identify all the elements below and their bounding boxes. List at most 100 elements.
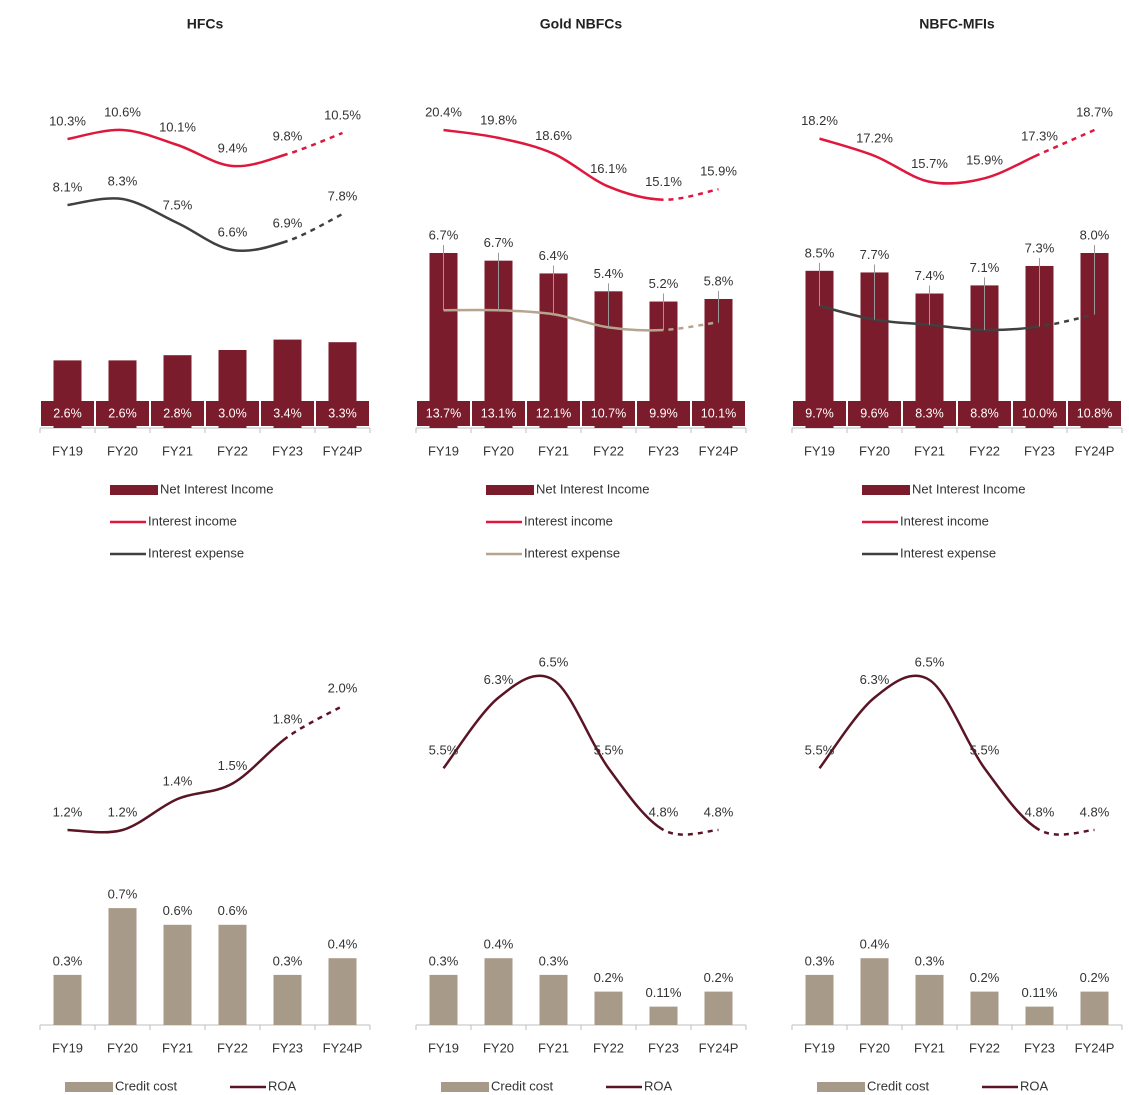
- bar: [1080, 991, 1109, 1025]
- x-tick-label: FY22: [593, 443, 624, 458]
- x-tick-label: FY24P: [323, 1040, 363, 1055]
- line-value-label: 9.8%: [273, 128, 303, 143]
- line: [819, 128, 1096, 185]
- bar: [704, 991, 733, 1025]
- bar: [484, 958, 513, 1025]
- bar-value-label: 9.6%: [860, 406, 889, 420]
- legend-swatch: [486, 485, 534, 495]
- bar-value-label: 0.3%: [53, 953, 83, 968]
- legend-label: ROA: [644, 1078, 673, 1093]
- legend-label: Credit cost: [491, 1078, 554, 1093]
- bar-value-label: 0.2%: [1080, 970, 1110, 985]
- legend-label: Interest expense: [900, 545, 996, 560]
- line-value-label: 1.2%: [53, 804, 83, 819]
- line-value-label: 18.7%: [1076, 104, 1113, 119]
- bar-value-label: 13.1%: [481, 406, 516, 420]
- line-value-label: 7.8%: [328, 188, 358, 203]
- legend-label: Credit cost: [867, 1078, 930, 1093]
- line-value-label: 18.2%: [801, 113, 838, 128]
- legend-label: Interest expense: [148, 545, 244, 560]
- legend-label: Interest income: [524, 513, 613, 528]
- line-value-label: 6.5%: [539, 654, 569, 669]
- line-value-label: 6.4%: [539, 248, 569, 263]
- line-value-label: 7.5%: [163, 197, 193, 212]
- line-value-label: 17.3%: [1021, 129, 1058, 144]
- label-strip: [417, 401, 470, 426]
- bar-value-label: 10.0%: [1022, 406, 1057, 420]
- label-strip: [848, 401, 901, 426]
- bar-value-label: 0.3%: [273, 953, 303, 968]
- bar-value-label: 10.8%: [1077, 406, 1112, 420]
- legend-label: Net Interest Income: [912, 481, 1025, 496]
- x-tick-label: FY20: [107, 1040, 138, 1055]
- bar-value-label: 10.7%: [591, 406, 626, 420]
- x-tick-label: FY19: [428, 1040, 459, 1055]
- bar-value-label: 0.3%: [539, 953, 569, 968]
- x-tick-label: FY19: [804, 1040, 835, 1055]
- x-tick-label: FY21: [914, 443, 945, 458]
- line-value-label: 6.3%: [484, 672, 514, 687]
- bar: [915, 974, 944, 1025]
- bar-value-label: 0.4%: [328, 937, 358, 952]
- label-strip: [793, 401, 846, 426]
- bar-value-label: 2.6%: [53, 406, 82, 420]
- x-tick-label: FY22: [217, 443, 248, 458]
- line-value-label: 6.7%: [429, 227, 459, 242]
- line-value-label: 20.4%: [425, 104, 462, 119]
- line-value-label: 6.3%: [860, 672, 890, 687]
- line-value-label: 15.9%: [966, 153, 1003, 168]
- bar-value-label: 10.1%: [701, 406, 736, 420]
- x-tick-label: FY24P: [323, 443, 363, 458]
- label-strip: [41, 401, 94, 426]
- x-tick-label: FY21: [914, 1040, 945, 1055]
- x-tick-label: FY21: [162, 443, 193, 458]
- bar-value-label: 0.11%: [1022, 985, 1058, 1000]
- bar-value-label: 0.6%: [218, 903, 248, 918]
- bar-value-label: 0.4%: [860, 937, 890, 952]
- bar-value-label: 13.7%: [426, 406, 461, 420]
- line-value-label: 5.8%: [704, 273, 734, 288]
- label-strip: [472, 401, 525, 426]
- line-value-label: 18.6%: [535, 128, 572, 143]
- x-tick-label: FY23: [272, 1040, 303, 1055]
- legend-label: ROA: [1020, 1078, 1049, 1093]
- bar-value-label: 0.3%: [915, 953, 945, 968]
- bar-value-label: 3.0%: [218, 406, 247, 420]
- legend-label: ROA: [268, 1078, 297, 1093]
- line-value-label: 10.1%: [159, 119, 196, 134]
- bar-value-label: 3.3%: [328, 406, 357, 420]
- line: [443, 128, 719, 201]
- bar-value-label: 0.6%: [163, 903, 193, 918]
- x-tick-label: FY20: [107, 443, 138, 458]
- bar: [649, 1006, 678, 1025]
- x-tick-label: FY20: [483, 443, 514, 458]
- x-tick-label: FY19: [804, 443, 835, 458]
- line-value-label: 6.9%: [273, 215, 303, 230]
- legend-label: Interest income: [148, 513, 237, 528]
- bar: [805, 974, 834, 1025]
- line-value-label: 15.7%: [911, 156, 948, 171]
- bar: [594, 991, 623, 1025]
- bar-value-label: 9.7%: [805, 406, 834, 420]
- chart-title: NBFC-MFIs: [919, 16, 995, 32]
- x-tick-label: FY24P: [1075, 443, 1115, 458]
- bar: [539, 974, 568, 1025]
- line-value-label: 4.8%: [704, 804, 734, 819]
- legend-label: Interest income: [900, 513, 989, 528]
- x-tick-label: FY23: [1024, 1040, 1055, 1055]
- label-strip: [527, 401, 580, 426]
- line-value-label: 2.0%: [328, 680, 358, 695]
- line-value-label: 1.2%: [108, 804, 138, 819]
- x-tick-label: FY20: [859, 443, 890, 458]
- x-tick-label: FY20: [859, 1040, 890, 1055]
- bar-value-label: 2.8%: [163, 406, 192, 420]
- bar-value-label: 0.2%: [704, 970, 734, 985]
- bar: [860, 958, 889, 1025]
- x-tick-label: FY22: [969, 443, 1000, 458]
- legend-label: Credit cost: [115, 1078, 178, 1093]
- x-tick-label: FY19: [52, 443, 83, 458]
- line-value-label: 8.5%: [805, 245, 835, 260]
- line-value-label: 5.4%: [594, 266, 624, 281]
- line: [819, 304, 1095, 332]
- line-value-label: 6.6%: [218, 224, 248, 239]
